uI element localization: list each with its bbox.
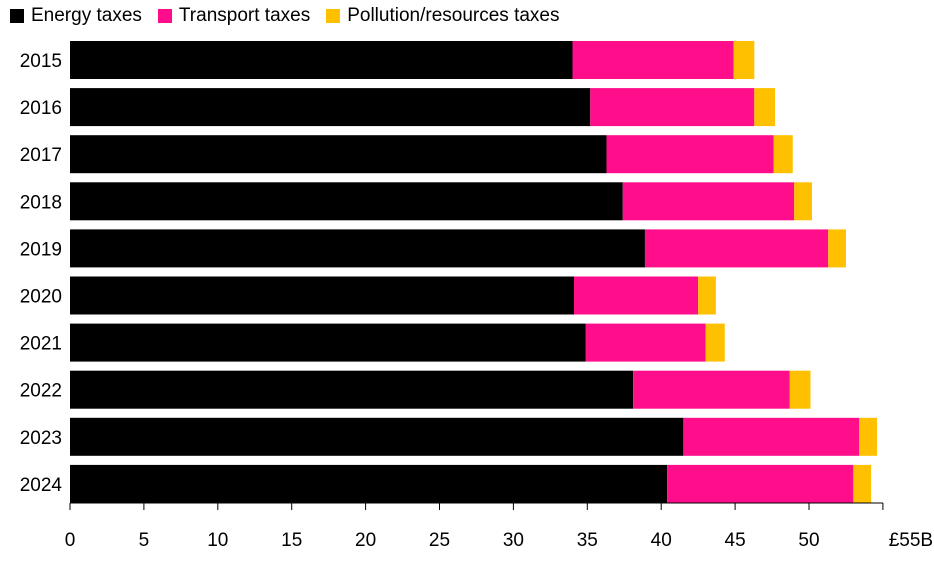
bar-2021-transport (585, 323, 706, 362)
y-label-2020: 2020 (20, 287, 62, 308)
bars-group (70, 41, 877, 503)
x-tick-label-50: 50 (798, 530, 819, 551)
y-label-2022: 2022 (20, 381, 62, 402)
x-tick-label-15: 15 (281, 530, 302, 551)
y-label-2024: 2024 (20, 475, 63, 496)
bar-2022-transport (633, 370, 790, 409)
bar-2022-energy (70, 370, 634, 409)
y-label-2019: 2019 (20, 239, 62, 260)
x-tick-label-5: 5 (139, 530, 150, 551)
legend-swatch-transport (157, 9, 172, 23)
bar-2017-transport (606, 135, 774, 174)
legend-label-energy: Energy taxes (31, 5, 142, 26)
legend-item-pollution: Pollution/resources taxes (326, 5, 559, 27)
x-tick-label-30: 30 (503, 530, 524, 551)
bar-2020-transport (573, 276, 699, 315)
x-tick-label-40: 40 (651, 530, 672, 551)
bar-2023-transport (683, 417, 860, 456)
x-tick-label-45: 45 (725, 530, 746, 551)
legend: Energy taxes Transport taxes Pollution/r… (10, 4, 559, 28)
x-tick-label-10: 10 (207, 530, 228, 551)
x-tick-label-55: £55B (889, 530, 933, 551)
bar-2021-pollution (705, 323, 725, 362)
bar-2019-energy (70, 229, 645, 268)
x-axis-ticks: 0 5 10 15 20 25 30 35 40 45 50 £55B (65, 503, 933, 551)
bar-2018-transport (622, 182, 795, 221)
bar-2024-transport (667, 464, 854, 503)
bar-2018-pollution (794, 182, 812, 221)
bar-2017-energy (70, 135, 607, 174)
bar-2017-pollution (773, 135, 793, 174)
legend-item-energy: Energy taxes (10, 5, 142, 27)
bar-2016-pollution (754, 88, 776, 127)
x-tick-label-35: 35 (577, 530, 598, 551)
bar-2020-pollution (698, 276, 716, 315)
bar-2019-pollution (828, 229, 846, 268)
legend-swatch-pollution (326, 9, 341, 23)
x-tick-label-0: 0 (65, 530, 76, 551)
bar-2018-energy (70, 182, 623, 221)
bar-2024-pollution (853, 464, 872, 503)
y-label-2017: 2017 (20, 145, 62, 166)
y-label-2021: 2021 (20, 334, 62, 355)
y-label-2015: 2015 (20, 51, 62, 72)
bar-2019-transport (644, 229, 829, 268)
bar-2024-energy (70, 464, 668, 503)
legend-label-transport: Transport taxes (178, 5, 311, 26)
bar-2021-energy (70, 323, 586, 362)
bar-2016-transport (590, 88, 755, 127)
bar-2016-energy (70, 88, 591, 127)
legend-swatch-energy (10, 9, 24, 23)
bar-2015-energy (70, 41, 573, 79)
bar-2015-pollution (733, 41, 755, 79)
bar-2020-energy (70, 276, 574, 315)
y-axis-labels: 2015 2016 2017 2018 2019 2020 2021 2022 2023 2024 (20, 51, 63, 496)
bar-2023-energy (70, 417, 684, 456)
bar-2022-pollution (789, 370, 811, 409)
bar-2015-transport (572, 41, 734, 79)
y-label-2016: 2016 (20, 98, 62, 119)
y-label-2023: 2023 (20, 428, 62, 449)
legend-label-pollution: Pollution/resources taxes (347, 5, 560, 26)
bar-2023-pollution (859, 417, 877, 456)
x-tick-label-25: 25 (429, 530, 450, 551)
y-label-2018: 2018 (20, 192, 62, 213)
legend-item-transport: Transport taxes (157, 5, 311, 27)
x-tick-label-20: 20 (355, 530, 376, 551)
